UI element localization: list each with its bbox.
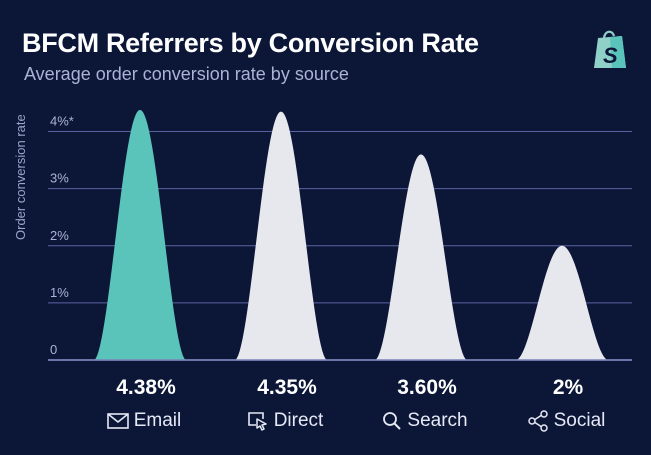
chart-subtitle: Average order conversion rate by source [24, 64, 349, 84]
peak-email [94, 109, 186, 360]
chart-title: BFCM Referrers by Conversion Rate [22, 28, 479, 58]
svg-text:S: S [603, 43, 618, 68]
shopify-bag-icon: S [594, 30, 626, 68]
category-text: Search [407, 410, 468, 431]
category-label-search: Search [350, 410, 500, 432]
category-text: Direct [273, 410, 324, 431]
data-label-email: 4.38% [116, 376, 176, 399]
data-label-social: 2% [552, 376, 584, 399]
category-label-email: Email [69, 410, 219, 432]
y-tick-label: 4%* [50, 114, 74, 129]
category-label-direct: Direct [210, 410, 360, 432]
category-label-social: Social [491, 410, 641, 432]
peak-direct [235, 111, 327, 360]
y-axis-label: Order conversion rate [13, 114, 28, 240]
search-icon [382, 411, 402, 431]
category-text: Social [553, 410, 606, 431]
data-label-search: 3.60% [397, 376, 457, 399]
peak-search [375, 154, 467, 360]
share-icon [527, 410, 549, 432]
y-tick-label: 1% [50, 285, 69, 300]
data-label-direct: 4.35% [257, 376, 317, 399]
y-tick-label: 2% [50, 228, 69, 243]
y-tick-label: 3% [50, 171, 69, 186]
y-tick-label: 0 [50, 342, 57, 357]
envelope-icon [106, 413, 129, 429]
peak-social [516, 245, 608, 360]
cursor-click-icon [247, 411, 269, 431]
category-text: Email [133, 410, 182, 431]
